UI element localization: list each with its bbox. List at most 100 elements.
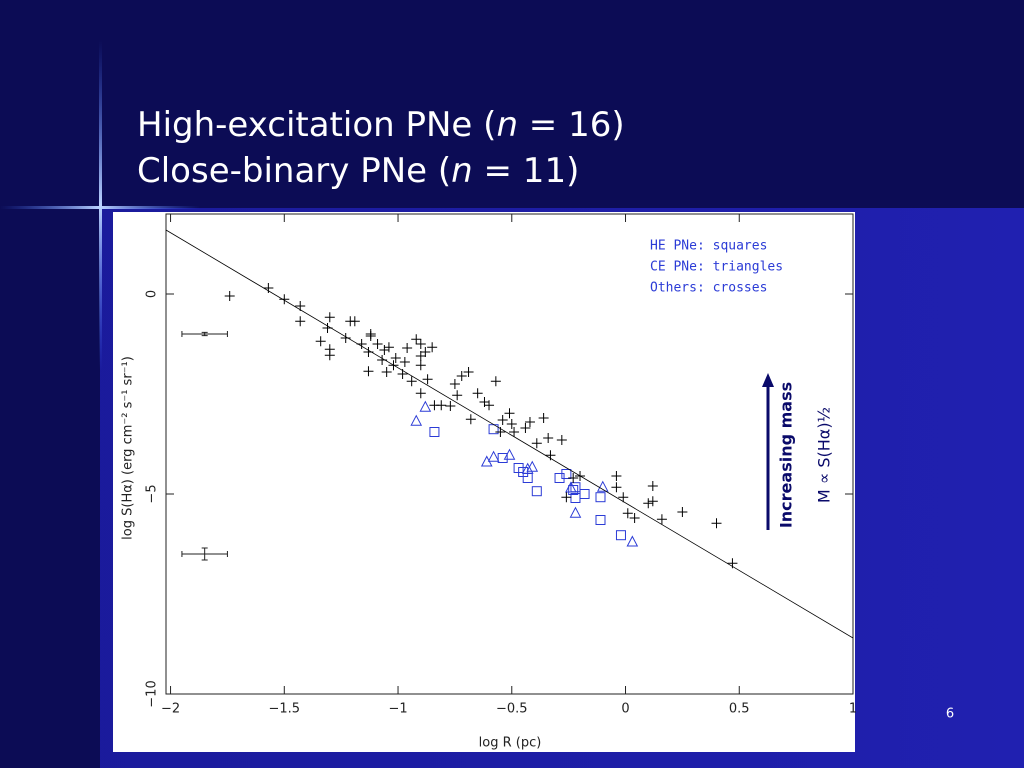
legend-entry: Others: crosses [650, 281, 767, 296]
square-point [561, 469, 572, 479]
triangle-point [521, 462, 534, 474]
cross-point [647, 496, 658, 507]
error-cap [181, 551, 228, 557]
y-tick-label: −5 [145, 484, 160, 503]
cross-point [406, 376, 417, 387]
cross-point [524, 417, 535, 427]
cross-point [445, 401, 456, 411]
cross-point [379, 345, 390, 355]
cross-point [263, 283, 274, 293]
plot: −2 −1.5 −1 −0.5 0 0.5 1 −10 −5 0 HE PNe: squares CE… [145, 214, 857, 717]
triangle-point [487, 450, 500, 462]
cross-point [411, 334, 422, 345]
x-tick-label: −1.5 [269, 702, 301, 717]
title-text: n [451, 151, 473, 191]
annotation: Increasing mass [777, 382, 796, 528]
square-point [497, 453, 508, 463]
square-point [429, 427, 440, 437]
triangle-point [565, 481, 577, 493]
cross-point [509, 427, 520, 437]
cross-point [629, 513, 640, 523]
cross-point [490, 376, 501, 387]
x-tick-label: −0.5 [496, 702, 528, 717]
page-number: 6 [946, 707, 954, 722]
triangle-point [419, 400, 432, 412]
cross-point [422, 374, 433, 385]
cross-point [415, 339, 426, 349]
plot-frame [165, 213, 854, 695]
cross-point [452, 390, 463, 401]
cross-point [349, 316, 360, 327]
cross-point [506, 419, 517, 429]
error-cap [201, 331, 208, 337]
cross-point [538, 413, 549, 423]
cross-point [504, 408, 515, 419]
cross-point [643, 498, 654, 509]
cross-point [656, 514, 667, 525]
square-point [595, 492, 606, 503]
left-band [0, 208, 100, 768]
cross-point [449, 379, 460, 389]
title-text: n [496, 105, 518, 145]
error-cap [181, 331, 228, 337]
triangle-point [626, 535, 639, 547]
legend-entry: CE PNe: triangles [650, 260, 783, 275]
y-axis-label: log S(Hα) (erg cm⁻² s⁻¹ sr⁻¹) [121, 356, 136, 540]
cross-point [556, 435, 567, 445]
x-tick-label: −2 [161, 702, 180, 717]
deco-line [99, 40, 102, 370]
cross-point [647, 481, 658, 491]
cross-point [365, 329, 376, 339]
cross-point [622, 508, 633, 519]
cross-point [315, 336, 326, 347]
square-point [531, 486, 542, 497]
slide-title: Close-binary PNe (n = 11) [137, 151, 579, 191]
title-text: High-excitation PNe ( [137, 105, 496, 145]
cross-point [465, 414, 476, 425]
cross-point [543, 433, 554, 443]
error-cap [201, 547, 208, 561]
cross-point [711, 518, 722, 529]
cross-point [484, 400, 495, 411]
chart-panel [113, 212, 855, 752]
cross-point [436, 400, 447, 411]
cross-point [568, 473, 579, 483]
triangle-point [569, 506, 582, 518]
cross-point [363, 366, 374, 377]
cross-point [324, 350, 335, 361]
triangle-point [503, 448, 516, 460]
cross-point [399, 357, 410, 367]
cross-point [324, 312, 335, 323]
x-tick-label: −1 [388, 702, 407, 717]
cross-point [390, 353, 401, 363]
top-band [0, 0, 1024, 208]
cross-point [383, 342, 394, 353]
cross-point [520, 423, 531, 433]
annotation: M ∝ S(Hα)½ [815, 407, 834, 503]
cross-point [561, 492, 572, 503]
cross-point [372, 339, 383, 349]
cross-point [463, 367, 474, 377]
cross-point [456, 371, 467, 381]
cross-point [224, 291, 235, 301]
y-tick-label: −10 [145, 680, 160, 707]
title-text: = 16) [518, 105, 625, 145]
square-point [595, 515, 606, 525]
x-tick-label: 0.5 [729, 702, 750, 717]
arrowhead [762, 373, 774, 387]
cross-point [618, 492, 629, 503]
slide-title: High-excitation PNe (n = 16) [137, 105, 625, 145]
cross-point [611, 482, 622, 493]
y-tick-label: 0 [145, 290, 160, 298]
cross-point [472, 388, 483, 399]
triangle-point [526, 460, 539, 472]
cross-point [420, 347, 431, 357]
title-text: = 11) [473, 151, 580, 191]
cross-point [415, 351, 426, 361]
cross-point [677, 507, 688, 517]
cross-point [295, 316, 306, 327]
legend-entry: HE PNe: squares [650, 239, 767, 254]
x-tick-label: 0 [621, 702, 629, 717]
cross-point [279, 294, 290, 305]
